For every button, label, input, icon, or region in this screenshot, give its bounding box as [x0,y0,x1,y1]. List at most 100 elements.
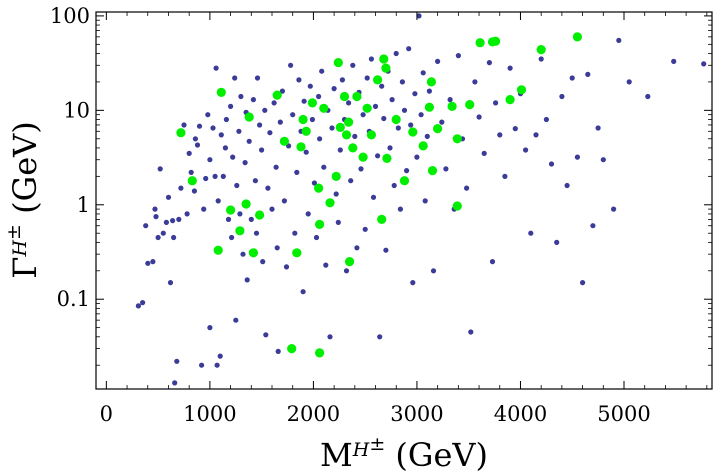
scan-point [172,380,178,386]
scan-point [201,206,207,212]
y-tick-label: 0.1 [57,287,90,311]
scan-point [337,147,343,153]
highlighted-point [244,112,254,122]
scan-point [263,332,269,338]
highlighted-point [307,98,317,108]
highlighted-point [381,63,391,73]
highlighted-point [235,226,245,236]
scan-point [343,268,350,274]
scan-point [585,71,591,77]
scan-point [237,211,243,217]
highlighted-point [279,136,289,146]
scan-point [274,245,280,251]
scan-point [404,168,410,174]
scan-point [391,182,397,189]
scan-point [240,251,246,257]
scan-point [327,334,333,340]
scan-point [523,147,529,153]
scan-point [671,58,677,64]
plot-frame [95,11,713,390]
scan-point [199,362,205,368]
scan-point [277,119,283,125]
scan-point [196,123,203,129]
highlighted-point [379,54,389,64]
highlighted-point [426,77,436,87]
scan-point [207,325,213,331]
scan-point [569,75,575,81]
scan-point [611,206,617,212]
highlighted-point [319,103,329,113]
scan-point [220,173,226,179]
scan-point [381,115,387,122]
highlighted-point [176,128,186,138]
scan-point [191,188,197,194]
highlighted-point [298,114,308,125]
scan-point [533,132,539,138]
highlighted-point [505,95,515,105]
highlighted-point [358,152,368,162]
scan-point [203,175,209,182]
scan-point [497,132,503,138]
highlighted-point [382,153,392,163]
scan-point [205,112,211,118]
scan-point [323,262,329,268]
scan-point [252,178,258,184]
highlighted-point [226,205,236,215]
scan-point [167,280,174,286]
y-tick-label: 100 [50,4,90,28]
scan-point [358,166,364,172]
scan-point [313,234,320,241]
highlighted-point [572,32,583,42]
highlighted-point [452,201,462,211]
scan-point [150,259,156,265]
scan-point [481,150,487,156]
x-tick-label: 3000 [390,402,443,426]
scan-point [192,136,198,142]
scan-point [184,211,190,217]
scan-point [228,103,234,109]
scan-point [333,191,339,197]
scan-point [502,173,508,179]
scan-point [254,75,261,81]
highlighted-point [287,344,297,354]
scan-point [352,133,358,139]
scan-point [234,182,240,189]
scan-point [362,226,368,232]
scan-point [512,126,518,132]
scan-point [493,100,499,106]
highlighted-point [341,130,352,140]
scan-point [383,247,389,253]
scan-point [406,46,412,52]
highlighted-point [315,348,325,358]
scan-point [350,62,356,68]
scan-point [273,164,279,170]
scan-point [339,77,345,83]
scan-point [271,100,277,106]
scan-point [143,223,149,229]
scan-point [554,239,560,245]
scan-point [181,122,187,128]
highlighted-point [352,91,362,102]
scan-point [331,86,337,92]
scan-point [207,157,213,163]
scan-point [194,142,201,148]
highlighted-point [216,87,226,97]
scan-point [393,50,399,57]
scan-point [335,219,341,225]
scan-point [410,280,416,286]
series-highlighted-points [176,32,583,358]
scan-point [229,234,235,241]
scan-point [279,88,285,94]
highlighted-point [536,45,546,55]
highlighted-point [331,171,341,181]
scan-point [294,169,300,175]
major-tick-layer [96,12,712,389]
x-tick-label: 5000 [597,402,650,426]
scan-point [412,91,418,97]
scan-point [574,154,581,160]
scan-point [354,245,360,251]
scan-point [238,93,244,100]
scan-point [275,348,281,354]
scan-point [300,289,306,295]
highlighted-point [516,85,527,95]
